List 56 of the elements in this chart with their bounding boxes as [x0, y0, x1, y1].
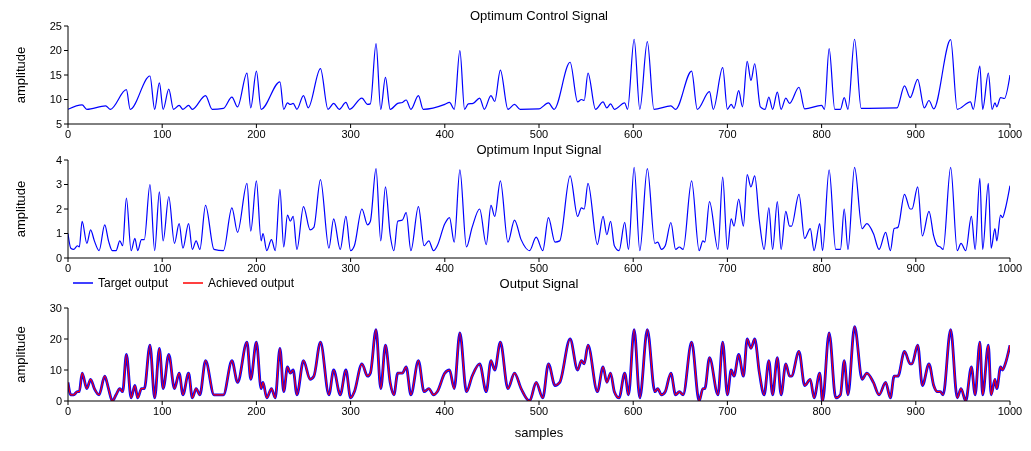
y-tick-label: 10	[49, 93, 62, 106]
x-tick-label: 1000	[997, 404, 1023, 417]
x-tick-label: 100	[153, 404, 172, 417]
x-tick-label: 1000	[997, 127, 1023, 140]
x-tick-label: 200	[247, 261, 266, 274]
x-tick-label: 600	[624, 404, 643, 417]
x-tick-label: 1000	[997, 261, 1023, 274]
x-tick-label: 900	[906, 404, 925, 417]
x-tick-label: 300	[341, 404, 360, 417]
x-tick-label: 0	[64, 404, 72, 417]
x-tick-label: 700	[718, 127, 737, 140]
x-tick-label: 800	[812, 127, 831, 140]
x-tick-label: 300	[341, 261, 360, 274]
x-tick-label: 400	[435, 404, 454, 417]
y-tick-label: 4	[55, 153, 62, 166]
x-tick-label: 900	[906, 261, 925, 274]
x-tick-label: 100	[153, 127, 172, 140]
y-tick-label: 10	[49, 363, 62, 376]
y-axis-title: amplitude	[12, 326, 28, 383]
chart-title: Optimum Control Signal	[469, 8, 609, 24]
x-tick-label: 700	[718, 261, 737, 274]
x-tick-label: 400	[435, 261, 454, 274]
y-tick-label: 1	[55, 227, 62, 240]
x-tick-label: 500	[529, 261, 549, 274]
x-axis-title: samples	[514, 425, 564, 440]
x-tick-label: 900	[906, 127, 925, 140]
y-tick-label: 0	[55, 394, 62, 407]
y-tick-label: 0	[55, 251, 62, 264]
legend-label: Achieved output	[207, 276, 295, 290]
legend-label: Target output	[97, 276, 169, 290]
y-tick-label: 15	[49, 68, 62, 81]
y-axis-title: amplitude	[12, 180, 28, 238]
x-tick-label: 700	[718, 404, 737, 417]
y-tick-label: 2	[55, 202, 62, 215]
x-tick-label: 400	[435, 127, 454, 140]
x-tick-label: 800	[812, 261, 831, 274]
y-tick-label: 25	[49, 19, 62, 32]
y-tick-label: 5	[55, 117, 62, 130]
x-tick-label: 500	[529, 127, 549, 140]
chart-title: Optimum Input Signal	[475, 142, 603, 158]
x-tick-label: 500	[529, 404, 549, 417]
y-tick-label: 3	[55, 178, 62, 191]
x-tick-label: 0	[64, 261, 72, 274]
x-tick-label: 0	[64, 127, 72, 140]
y-tick-label: 20	[49, 332, 62, 345]
x-tick-label: 100	[153, 261, 172, 274]
x-tick-label: 300	[341, 127, 360, 140]
x-tick-label: 200	[247, 404, 266, 417]
chart-title: Output Signal	[499, 276, 579, 291]
x-tick-label: 200	[247, 127, 266, 140]
x-tick-label: 800	[812, 404, 831, 417]
y-axis-title: amplitude	[12, 46, 28, 104]
y-tick-label: 30	[49, 301, 62, 314]
x-tick-label: 600	[624, 127, 643, 140]
y-tick-label: 20	[49, 44, 62, 57]
x-tick-label: 600	[624, 261, 643, 274]
